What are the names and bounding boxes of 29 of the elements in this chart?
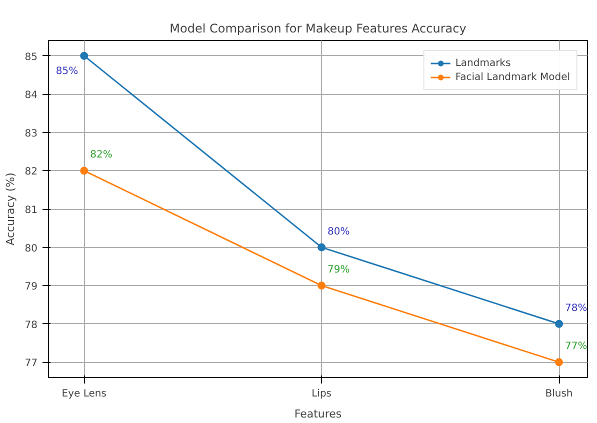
data-label: 79%: [328, 264, 350, 276]
y-tick-label: 79: [24, 282, 38, 293]
point: [80, 52, 88, 60]
y-tick-label: 77: [24, 358, 38, 370]
y-tick-label: 80: [24, 243, 38, 254]
y-axis-title: Accuracy (%): [4, 172, 17, 246]
point: [80, 166, 88, 175]
data-label: 80%: [328, 226, 350, 238]
x-tick-label: Lips: [312, 388, 332, 400]
x-axis-title: Features: [294, 408, 342, 420]
y-tick-label: 83: [24, 128, 38, 140]
point: [318, 282, 326, 290]
point: [555, 320, 564, 328]
data-label: 82%: [90, 150, 112, 161]
x-tick-label: Blush: [545, 388, 573, 400]
data-label: 85%: [56, 66, 78, 77]
legend-label: Landmarks: [455, 57, 511, 69]
x-tick-label: Eye Lens: [62, 388, 106, 400]
y-tick-label: 85: [24, 52, 38, 63]
y-tick-label: 84: [24, 90, 38, 102]
y-tick-label: 78: [24, 320, 38, 331]
point: [318, 243, 326, 252]
legend-label: Facial Landmark Model: [455, 71, 570, 83]
chart-title: Model Comparison for Makeup Features Accuracy: [170, 22, 466, 36]
y-tick-label: 81: [24, 205, 38, 216]
point: [555, 358, 564, 366]
data-label: 77%: [565, 341, 588, 352]
y-tick-label: 82: [24, 166, 38, 178]
data-label: 78%: [565, 302, 588, 314]
